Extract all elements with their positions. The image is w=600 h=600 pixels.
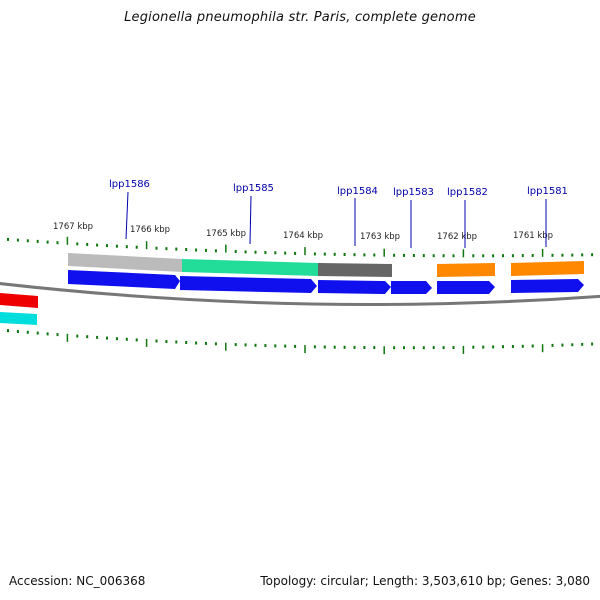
- cds-arrow-lpp1584[interactable]: [318, 280, 391, 294]
- kbp-label-1764: 1764 kbp: [283, 231, 323, 241]
- feature-orange-1[interactable]: [437, 263, 495, 277]
- cds-arrow-lpp1582[interactable]: [437, 281, 495, 294]
- kbp-label-1767: 1767 kbp: [53, 222, 93, 232]
- cds-arrow-lpp1581[interactable]: [511, 279, 584, 293]
- gene-label-lpp1584[interactable]: lpp1584: [337, 186, 378, 197]
- kbp-label-1763: 1763 kbp: [360, 232, 400, 242]
- kbp-label-1766: 1766 kbp: [130, 225, 170, 235]
- genome-title: Legionella pneumophila str. Paris, compl…: [124, 10, 476, 25]
- leader-line-lpp1586: [125, 191, 129, 240]
- accession-text: Accession: NC_006368: [9, 574, 146, 588]
- feature-orange-2[interactable]: [511, 261, 584, 276]
- gene-label-lpp1582[interactable]: lpp1582: [447, 187, 488, 198]
- tick-marks-lower: [7, 329, 594, 355]
- gene-label-lpp1585[interactable]: lpp1585: [233, 183, 274, 194]
- feature-gray-light[interactable]: [68, 253, 182, 272]
- genome-summary-text: Topology: circular; Length: 3,503,610 bp…: [260, 574, 590, 588]
- genome-backbone: [0, 282, 600, 306]
- feature-gray-dark[interactable]: [318, 263, 392, 277]
- kbp-label-1761: 1761 kbp: [513, 231, 553, 241]
- tick-marks-upper: [7, 236, 594, 258]
- cds-arrow-lpp1583[interactable]: [391, 281, 432, 294]
- gene-label-lpp1583[interactable]: lpp1583: [393, 187, 434, 198]
- cds-arrow-lpp1586[interactable]: [68, 270, 180, 289]
- feature-teal[interactable]: [182, 259, 318, 276]
- kbp-label-1762: 1762 kbp: [437, 232, 477, 242]
- feature-red[interactable]: [0, 293, 38, 308]
- kbp-label-1765: 1765 kbp: [206, 229, 246, 239]
- gene-label-lpp1586[interactable]: lpp1586: [109, 179, 150, 190]
- leader-line-lpp1585: [249, 195, 252, 245]
- gene-label-lpp1581[interactable]: lpp1581: [527, 186, 568, 197]
- feature-cyan[interactable]: [0, 312, 37, 325]
- cds-arrow-lpp1585[interactable]: [180, 276, 317, 293]
